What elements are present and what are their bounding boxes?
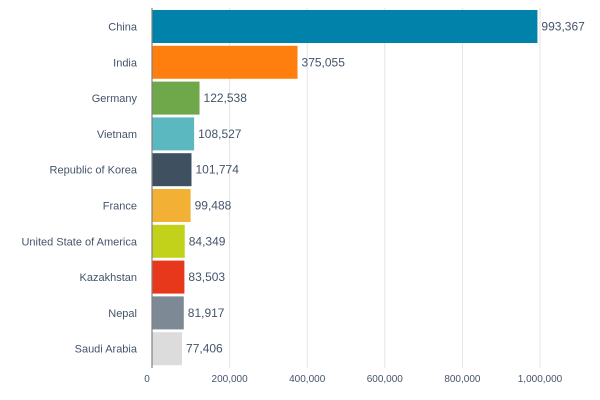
bar [152, 45, 298, 79]
value-label: 993,367 [541, 20, 585, 34]
value-label: 77,406 [186, 342, 223, 356]
bar [152, 10, 538, 43]
value-label: 375,055 [302, 55, 346, 69]
category-label: Republic of Korea [50, 165, 138, 177]
category-label: India [113, 57, 138, 69]
x-tick-label: 1,000,000 [518, 374, 563, 385]
value-label: 108,527 [198, 127, 242, 141]
x-tick-label: 400,000 [289, 374, 326, 385]
gridlines [229, 8, 541, 368]
bars [152, 10, 538, 366]
x-axis-ticks: 0 200,000 400,000 600,000 800,000 1,000,000 [144, 374, 562, 385]
bar [152, 117, 195, 151]
category-label: China [108, 22, 138, 34]
x-tick-label: 0 [144, 374, 150, 385]
x-tick-label: 200,000 [212, 374, 249, 385]
x-tick-label: 600,000 [367, 374, 404, 385]
category-label: United State of America [21, 236, 137, 248]
category-label: France [103, 201, 137, 213]
bar [152, 260, 185, 294]
category-label: Vietnam [97, 129, 137, 141]
bar [152, 189, 191, 222]
value-label: 83,503 [188, 270, 225, 284]
bar [152, 224, 185, 258]
category-labels: China India Germany Vietnam Republic of Kore… [21, 22, 137, 356]
bar [152, 81, 200, 115]
category-label: Nepal [108, 308, 137, 320]
value-label: 81,917 [188, 306, 225, 320]
bar [152, 153, 192, 187]
value-label: 101,774 [195, 163, 239, 177]
value-label: 122,538 [204, 91, 248, 105]
value-labels: 993,367 375,055 122,538 108,527 101,774 99,48… [186, 20, 585, 356]
category-label: Saudi Arabia [75, 344, 138, 356]
category-label: Kazakhstan [80, 272, 137, 284]
bar [152, 332, 183, 366]
bar [152, 296, 184, 330]
x-tick-label: 800,000 [444, 374, 481, 385]
value-label: 99,488 [195, 199, 232, 213]
value-label: 84,349 [189, 234, 226, 248]
category-label: Germany [92, 93, 138, 105]
